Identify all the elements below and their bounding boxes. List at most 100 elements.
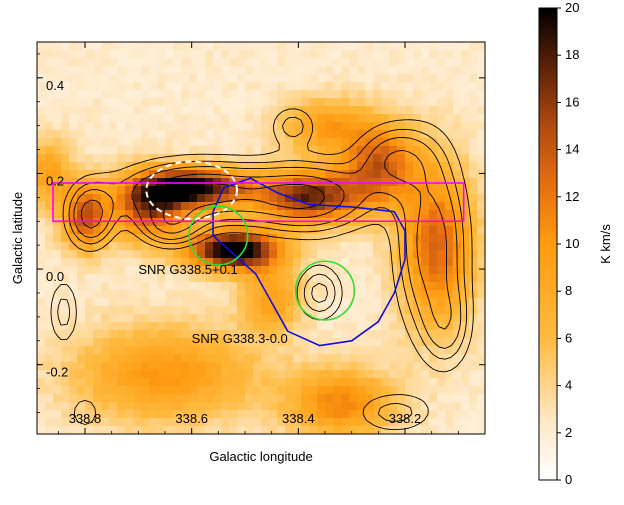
- heatmap-cell: [429, 186, 438, 195]
- heatmap-cell: [245, 66, 254, 75]
- heatmap-cell: [413, 258, 422, 267]
- heatmap-cell: [181, 330, 190, 339]
- heatmap-cell: [413, 90, 422, 99]
- heatmap-cell: [61, 322, 70, 331]
- heatmap-cell: [229, 138, 238, 147]
- heatmap-cell: [45, 114, 54, 123]
- heatmap-cell: [109, 74, 118, 83]
- heatmap-cell: [301, 354, 310, 363]
- heatmap-cell: [301, 170, 310, 179]
- heatmap-cell: [325, 386, 334, 395]
- heatmap-cell: [53, 274, 62, 283]
- heatmap-cell: [189, 410, 198, 419]
- heatmap-cell: [469, 346, 478, 355]
- heatmap-cell: [197, 402, 206, 411]
- heatmap-cell: [285, 378, 294, 387]
- heatmap-cell: [77, 298, 86, 307]
- heatmap-cell: [229, 90, 238, 99]
- heatmap-cell: [365, 130, 374, 139]
- heatmap-cell: [293, 282, 302, 291]
- heatmap-cell: [117, 290, 126, 299]
- heatmap-cell: [357, 426, 366, 434]
- heatmap-cell: [237, 338, 246, 347]
- heatmap-cell: [397, 226, 406, 235]
- heatmap-cell: [53, 242, 62, 251]
- heatmap-cell: [301, 426, 310, 434]
- heatmap-cell: [301, 378, 310, 387]
- heatmap-cell: [197, 42, 206, 51]
- heatmap-cell: [133, 146, 142, 155]
- heatmap-cell: [309, 306, 318, 315]
- heatmap-cell: [37, 354, 46, 363]
- heatmap-cell: [405, 82, 414, 91]
- heatmap-cell: [397, 162, 406, 171]
- heatmap-cell: [453, 378, 462, 387]
- heatmap-cell: [85, 146, 94, 155]
- heatmap-cell: [77, 322, 86, 331]
- heatmap-cell: [269, 330, 278, 339]
- heatmap-cell: [237, 122, 246, 131]
- heatmap-cell: [373, 162, 382, 171]
- heatmap-cell: [285, 114, 294, 123]
- heatmap-cell: [141, 234, 150, 243]
- heatmap-cell: [237, 162, 246, 171]
- heatmap-cell: [261, 162, 270, 171]
- heatmap-cell: [333, 186, 342, 195]
- heatmap-cell: [93, 330, 102, 339]
- heatmap-cell: [397, 370, 406, 379]
- heatmap-cell: [245, 74, 254, 83]
- heatmap-cell: [101, 210, 110, 219]
- heatmap-cell: [141, 282, 150, 291]
- heatmap-cell: [357, 378, 366, 387]
- heatmap-cell: [261, 210, 270, 219]
- heatmap-cell: [389, 210, 398, 219]
- heatmap-cell: [157, 114, 166, 123]
- heatmap-cell: [165, 410, 174, 419]
- heatmap-cell: [269, 218, 278, 227]
- heatmap-cell: [133, 330, 142, 339]
- heatmap-cell: [405, 170, 414, 179]
- heatmap-cell: [461, 386, 470, 395]
- heatmap-cell: [357, 82, 366, 91]
- heatmap-cell: [157, 402, 166, 411]
- heatmap-cell: [293, 322, 302, 331]
- heatmap-cell: [157, 330, 166, 339]
- heatmap-cell: [237, 114, 246, 123]
- heatmap-cell: [397, 66, 406, 75]
- heatmap-cell: [149, 138, 158, 147]
- heatmap-cell: [389, 378, 398, 387]
- heatmap-cell: [429, 146, 438, 155]
- heatmap-cell: [453, 210, 462, 219]
- heatmap-cell: [125, 58, 134, 67]
- heatmap-cell: [317, 202, 326, 211]
- heatmap-cell: [421, 322, 430, 331]
- heatmap-cell: [133, 338, 142, 347]
- heatmap-cell: [205, 346, 214, 355]
- heatmap-cell: [77, 122, 86, 131]
- heatmap-cell: [389, 218, 398, 227]
- heatmap-cell: [181, 386, 190, 395]
- heatmap-cell: [381, 106, 390, 115]
- heatmap-cell: [53, 378, 62, 387]
- heatmap-cell: [333, 274, 342, 283]
- heatmap-cell: [213, 194, 222, 203]
- heatmap-cell: [205, 354, 214, 363]
- heatmap-cell: [125, 210, 134, 219]
- heatmap-cell: [245, 226, 254, 235]
- heatmap-cell: [333, 58, 342, 67]
- heatmap-cell: [389, 362, 398, 371]
- heatmap-cell: [133, 130, 142, 139]
- heatmap-cell: [413, 74, 422, 83]
- heatmap-cell: [245, 338, 254, 347]
- heatmap-cell: [341, 282, 350, 291]
- heatmap-cell: [341, 346, 350, 355]
- heatmap-cell: [389, 130, 398, 139]
- heatmap-cell: [477, 66, 485, 75]
- heatmap-cell: [85, 418, 94, 427]
- heatmap-cell: [461, 266, 470, 275]
- heatmap-cell: [133, 306, 142, 315]
- heatmap-cell: [357, 290, 366, 299]
- heatmap-cell: [245, 98, 254, 107]
- heatmap-cell: [365, 90, 374, 99]
- heatmap-cell: [461, 418, 470, 427]
